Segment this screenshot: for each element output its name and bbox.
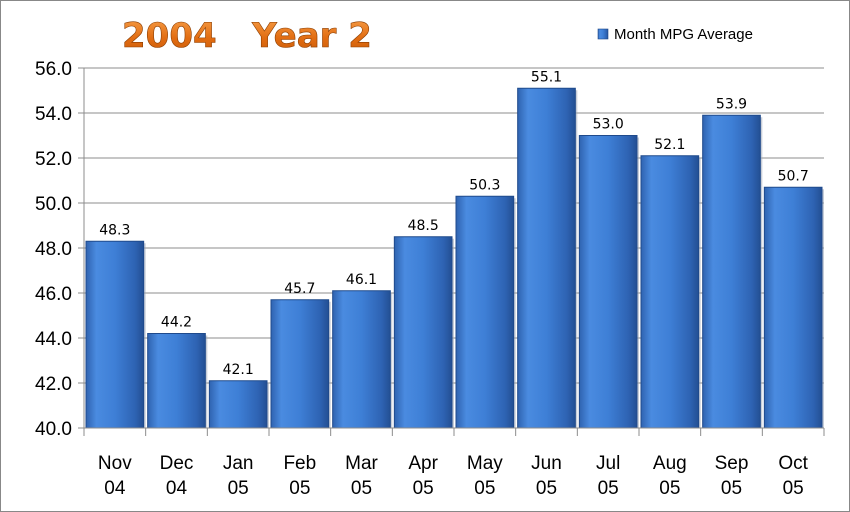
bar — [147, 333, 206, 429]
y-tick-label: 40.0 — [35, 419, 72, 440]
x-tick-label: Oct 05 — [778, 453, 808, 499]
data-label: 53.9 — [716, 96, 747, 112]
bar — [640, 155, 700, 429]
x-tick-label: Dec 04 — [160, 453, 194, 499]
y-tick-label: 50.0 — [35, 194, 72, 215]
data-label: 50.7 — [778, 168, 809, 184]
data-label: 46.1 — [346, 272, 377, 288]
x-tick-label: May 05 — [467, 453, 503, 499]
x-tick-label: Jun 05 — [531, 453, 562, 499]
data-label: 44.2 — [161, 315, 192, 331]
bar — [517, 87, 576, 429]
data-label: 48.3 — [99, 222, 130, 238]
bar — [578, 135, 638, 429]
bar — [702, 114, 761, 429]
y-axis-ticks: 40.0 42.0 44.0 46.0 48.0 50.0 52.0 54.0 56.0 — [35, 59, 84, 440]
legend-label: Month MPG Average — [614, 26, 753, 43]
bar — [763, 186, 823, 429]
x-tick-label: Nov 04 — [98, 453, 132, 499]
data-label: 53.0 — [593, 117, 624, 133]
y-tick-label: 42.0 — [35, 374, 72, 395]
chart-title: 2004 Year 2 — [122, 16, 372, 56]
bar — [455, 195, 515, 429]
bar — [332, 290, 391, 429]
axes — [83, 68, 825, 436]
data-label: 52.1 — [654, 137, 685, 153]
bar — [85, 240, 145, 429]
data-labels: 48.3 44.2 42.1 45.7 46.1 48.5 50.3 55.1 53.0 52.1… — [99, 69, 809, 378]
x-tick-label: Jul 05 — [596, 453, 620, 499]
bar — [208, 380, 268, 429]
y-tick-label: 44.0 — [35, 329, 72, 350]
bars — [85, 87, 824, 429]
bar — [393, 236, 453, 429]
y-tick-label: 48.0 — [35, 239, 72, 260]
y-tick-label: 52.0 — [35, 149, 72, 170]
legend: Month MPG Average — [597, 26, 753, 43]
y-tick-label: 54.0 — [35, 104, 72, 125]
x-tick-label: Sep 05 — [715, 453, 749, 499]
data-label: 50.3 — [469, 177, 500, 193]
x-axis-labels: Nov 04 Dec 04 Jan 05 Feb 05 Mar 05 Apr 05 May 05 Jun 05… — [98, 453, 809, 499]
x-tick-label: Feb 05 — [283, 453, 316, 499]
data-label: 45.7 — [284, 281, 315, 297]
data-label: 48.5 — [408, 218, 439, 234]
legend-swatch — [597, 28, 609, 40]
data-label: 42.1 — [223, 362, 254, 378]
x-tick-label: Jan 05 — [223, 453, 254, 499]
y-tick-label: 46.0 — [35, 284, 72, 305]
x-tick-label: Aug 05 — [653, 453, 687, 499]
y-tick-label: 56.0 — [35, 59, 72, 80]
bar — [270, 299, 330, 429]
x-tick-label: Apr 05 — [408, 453, 438, 499]
x-tick-label: Mar 05 — [345, 453, 378, 499]
data-label: 55.1 — [531, 69, 562, 85]
